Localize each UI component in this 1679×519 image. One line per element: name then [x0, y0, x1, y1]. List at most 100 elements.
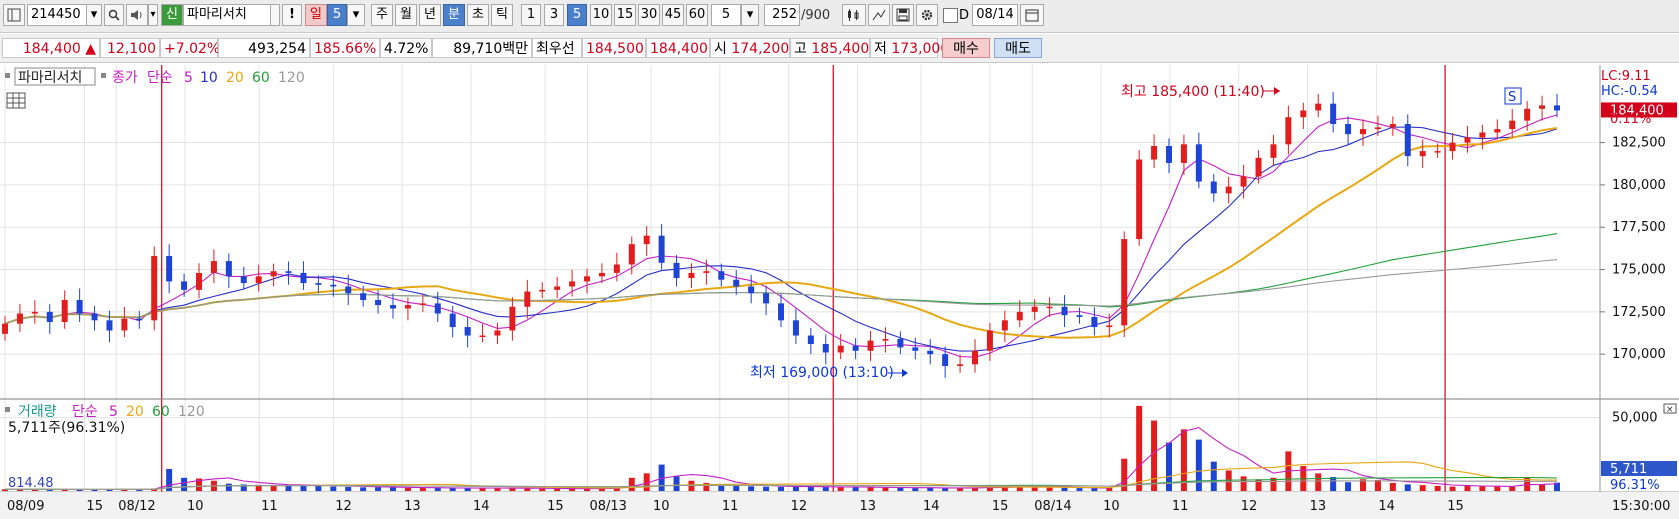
- search-icon[interactable]: [104, 4, 124, 26]
- bar-count-input[interactable]: 252: [764, 4, 800, 26]
- stock-chart[interactable]: 170,000 172,500 175,000 177,500 180,000 182,5…: [0, 65, 1679, 519]
- speaker-dropdown-icon[interactable]: ▾: [148, 4, 158, 26]
- volume-bar: [360, 487, 367, 491]
- draw-line-icon[interactable]: [868, 4, 890, 26]
- candle-body: [927, 350, 934, 355]
- interval-10[interactable]: 10: [590, 4, 612, 26]
- stock-menu-icon[interactable]: [270, 4, 280, 26]
- legend-ma120: 120: [278, 70, 305, 86]
- panel-close-icon[interactable]: [1663, 403, 1677, 414]
- volume-bar: [1419, 485, 1426, 491]
- layout-icon[interactable]: [3, 4, 25, 26]
- volume-bar: [375, 487, 382, 491]
- candle-body: [822, 344, 829, 353]
- signal-marker-box[interactable]: [1504, 87, 1522, 105]
- second-button[interactable]: 초: [467, 4, 489, 26]
- volume-bar: [285, 485, 292, 491]
- sell-button[interactable]: 매도: [994, 38, 1042, 58]
- interval-15[interactable]: 15: [614, 4, 636, 26]
- candle-body: [598, 272, 605, 277]
- candle-body: [1061, 306, 1068, 316]
- candle-body: [763, 293, 770, 304]
- candle-body: [270, 271, 277, 277]
- volume-bar: [524, 488, 531, 491]
- volume-bar: [1360, 479, 1366, 491]
- candle-body: [1240, 176, 1247, 187]
- candle-body: [1106, 325, 1113, 328]
- legend-stock-marker: [5, 73, 10, 78]
- day-button[interactable]: 일: [305, 4, 327, 26]
- volume-bar: [912, 488, 919, 491]
- candle-body: [1434, 151, 1441, 153]
- month-button[interactable]: 월: [395, 4, 417, 26]
- price-change: 12,100: [100, 38, 160, 58]
- volume-bar: [46, 489, 53, 491]
- volume-bar: [121, 489, 128, 491]
- day-count-field[interactable]: 5: [327, 4, 347, 26]
- candle-body: [360, 293, 367, 300]
- candle-body: [136, 318, 143, 321]
- interval-1[interactable]: 1: [521, 4, 541, 26]
- volume-bar: [852, 487, 859, 491]
- candle-body: [718, 271, 725, 280]
- candle-body: [524, 291, 531, 307]
- interval-select-dropdown-icon[interactable]: ▾: [741, 4, 759, 26]
- candle-body: [330, 284, 337, 287]
- interval-45[interactable]: 45: [662, 4, 684, 26]
- alert-button[interactable]: !: [282, 4, 302, 26]
- week-button[interactable]: 주: [371, 4, 393, 26]
- volume-bar: [927, 487, 934, 491]
- date-input[interactable]: 08/14: [972, 4, 1018, 26]
- minute-button[interactable]: 분: [443, 4, 465, 26]
- code-input[interactable]: 214450: [27, 4, 87, 26]
- best-quote-label: 최우선: [532, 38, 582, 58]
- candle-body: [792, 320, 799, 336]
- gear-icon[interactable]: [916, 4, 938, 26]
- tick-button[interactable]: 틱: [491, 4, 513, 26]
- grid-table-icon[interactable]: [6, 92, 26, 109]
- date-checkbox[interactable]: [943, 8, 958, 23]
- interval-60[interactable]: 60: [686, 4, 708, 26]
- price-axis-label: 175,000: [1612, 263, 1666, 278]
- volume-bar: [718, 485, 725, 491]
- candle-body: [121, 318, 128, 331]
- candle-body: [46, 311, 53, 322]
- volume-bar: [479, 488, 486, 491]
- legend-ma20: 20: [226, 70, 244, 86]
- volume-bar: [867, 487, 874, 491]
- interval-select[interactable]: 5: [711, 4, 741, 26]
- interval-30[interactable]: 30: [638, 4, 660, 26]
- speaker-icon[interactable]: [126, 4, 148, 26]
- candle-body: [1001, 320, 1008, 331]
- volume-bar: [1554, 482, 1560, 491]
- legend-stock-box[interactable]: [14, 67, 96, 86]
- interval-5[interactable]: 5: [567, 4, 587, 26]
- candle-body: [225, 261, 232, 277]
- candle-settings-icon[interactable]: [842, 4, 866, 26]
- save-icon[interactable]: [892, 4, 914, 26]
- day-count-dropdown-icon[interactable]: ▾: [347, 4, 365, 26]
- time-axis-label: 10: [187, 499, 204, 514]
- volume-bar: [494, 487, 501, 491]
- time-axis-label: 08/12: [118, 499, 155, 514]
- candle-body: [1404, 124, 1411, 157]
- candle-body: [345, 286, 352, 294]
- candle-body: [1255, 157, 1262, 177]
- code-dropdown-icon[interactable]: ▾: [86, 4, 102, 26]
- day-separators: [161, 65, 1446, 492]
- candle-body: [1076, 315, 1083, 317]
- volume-bar: [1046, 487, 1053, 491]
- stock-name-field[interactable]: 파마리서치: [183, 4, 271, 26]
- volume-bar: [31, 489, 38, 491]
- interval-3[interactable]: 3: [544, 4, 564, 26]
- year-button[interactable]: 년: [419, 4, 441, 26]
- candle-body: [1300, 110, 1307, 118]
- volume-axis: 50,000: [1612, 411, 1658, 426]
- calendar-icon[interactable]: [1020, 4, 1044, 26]
- buy-button[interactable]: 매수: [942, 38, 990, 58]
- volume-bar: [345, 486, 352, 491]
- candle-body: [1389, 124, 1396, 128]
- ma-line-10: [4, 126, 1558, 352]
- time-axis-label: 10: [653, 499, 670, 514]
- volume-bar: [1091, 488, 1098, 491]
